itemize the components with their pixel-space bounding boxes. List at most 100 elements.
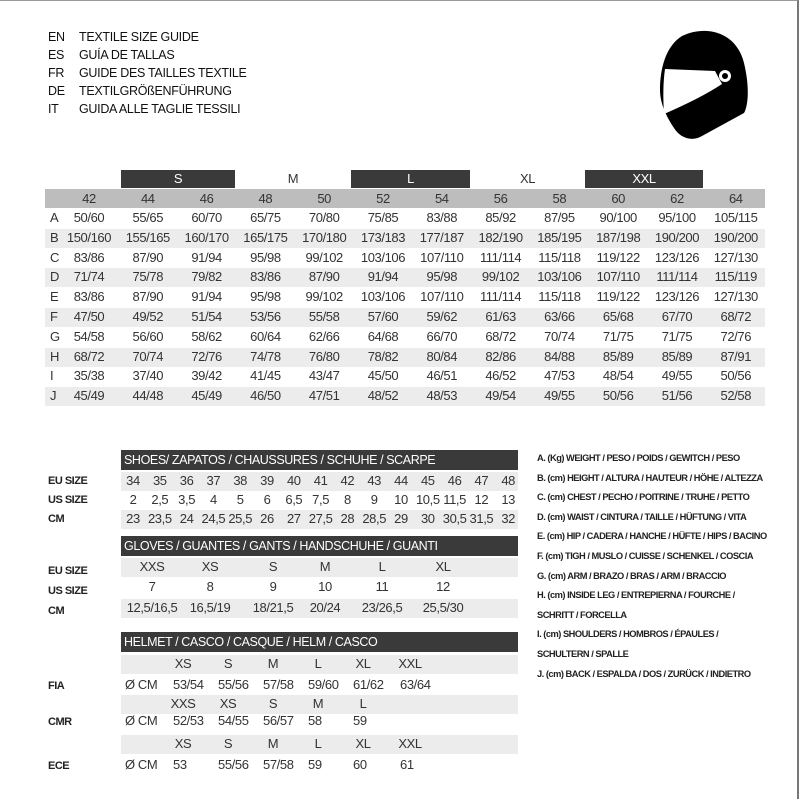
table-cell: 83/88 xyxy=(426,210,458,225)
table-cell: 37/40 xyxy=(132,368,164,384)
table-cell: 49/52 xyxy=(132,309,164,324)
table-cell: 55/65 xyxy=(132,210,164,225)
table-cell: 107/110 xyxy=(596,269,641,285)
table-cell: 91/94 xyxy=(367,269,399,285)
table-cell: 84/88 xyxy=(544,348,575,364)
row-letter: I xyxy=(50,368,54,384)
helmet-size: XXL xyxy=(398,736,422,751)
measurement-legend: A. (Kg) WEIGHT / PESO / POIDS / GEWITCH … xyxy=(537,449,767,684)
table-cell: 105/115 xyxy=(714,210,758,225)
table-cell: 187/198 xyxy=(596,229,641,245)
legend-line: A. (Kg) WEIGHT / PESO / POIDS / GEWITCH … xyxy=(537,453,740,463)
table-cell: 48/53 xyxy=(426,388,458,404)
table-cell: 12,5/16,5 xyxy=(126,600,178,615)
table-cell: 35 xyxy=(152,473,167,488)
table-cell: 2,5 xyxy=(151,492,169,507)
table-cell: 9 xyxy=(269,579,277,594)
helmet-value: 56/57 xyxy=(263,713,294,728)
unit-label: Ø CM xyxy=(125,677,158,692)
table-cell: 190/200 xyxy=(654,229,700,245)
table-cell: 8 xyxy=(206,579,214,594)
table-cell: 78/82 xyxy=(367,348,399,364)
table-cell: 39 xyxy=(260,473,274,488)
row-stripe xyxy=(45,268,765,288)
helmet-size: M xyxy=(267,656,279,671)
table-cell: 45/49 xyxy=(73,388,105,404)
table-cell: 40 xyxy=(286,473,301,488)
table-cell: 45/49 xyxy=(191,388,222,404)
table-cell: 58/62 xyxy=(191,328,222,344)
size-header: 54 xyxy=(434,191,449,206)
table-cell: 182/190 xyxy=(478,229,523,245)
table-cell: 107/110 xyxy=(420,249,464,265)
row-letter: A xyxy=(50,210,59,225)
helmet-size: L xyxy=(314,656,322,671)
table-cell: 23,5 xyxy=(147,511,172,526)
helmet-size: XL xyxy=(355,656,371,671)
helmet-value: 61 xyxy=(400,757,414,772)
size-band-bg xyxy=(351,170,470,188)
table-cell: 72/76 xyxy=(720,328,752,344)
size-header: 44 xyxy=(140,191,155,206)
helmet-value: 58 xyxy=(308,713,322,728)
row-letter: G xyxy=(50,328,60,344)
table-cell: 85/89 xyxy=(602,348,634,364)
table-cell: 123/126 xyxy=(654,249,700,265)
helmet-value: 59 xyxy=(353,713,367,728)
table-cell: 38 xyxy=(233,473,248,488)
table-cell: 185/195 xyxy=(537,229,582,245)
row-letter: H xyxy=(50,348,59,364)
helmet-value: 60 xyxy=(353,757,367,772)
row-label: CM xyxy=(48,513,65,525)
table-cell: 95/100 xyxy=(658,210,696,225)
table-cell: 165/175 xyxy=(243,229,288,245)
title-es: ES GUÍA DE TALLAS xyxy=(48,48,175,62)
table-cell: 111/114 xyxy=(479,289,522,305)
size-header: 58 xyxy=(552,191,567,206)
table-cell: 50/60 xyxy=(73,210,105,225)
helmet-value: 55/56 xyxy=(218,757,249,772)
size-header: 50 xyxy=(317,191,332,206)
table-cell: 72/76 xyxy=(191,348,222,364)
size-header: 56 xyxy=(493,191,508,206)
table-cell: 65/75 xyxy=(250,210,281,225)
table-cell: 30 xyxy=(420,511,435,526)
table-cell: 64/68 xyxy=(367,328,399,344)
table-cell: 41/45 xyxy=(250,368,281,384)
table-cell: 11,5 xyxy=(443,492,466,507)
table-cell: 85/89 xyxy=(661,348,693,364)
table-cell: 99/102 xyxy=(305,289,344,305)
size-band-label: S xyxy=(173,171,183,186)
row-letter: C xyxy=(50,249,59,265)
table-cell: 26 xyxy=(260,511,274,526)
table-cell: 111/114 xyxy=(656,269,698,285)
row-stripe xyxy=(121,655,518,674)
table-cell: 87/91 xyxy=(720,348,752,364)
table-cell: 95/98 xyxy=(250,289,281,305)
table-cell: 83/86 xyxy=(73,289,105,305)
table-cell: 45 xyxy=(420,473,435,488)
table-cell: 49/55 xyxy=(661,368,693,384)
table-cell: 59/62 xyxy=(426,309,458,324)
shoes-header: SHOES/ ZAPATOS / CHAUSSURES / SCHUHE / S… xyxy=(121,450,518,470)
helmet-value: 59/60 xyxy=(308,677,339,692)
table-cell: 111/114 xyxy=(479,249,522,265)
helmet-value: 57/58 xyxy=(263,677,294,692)
size-band-label: XL xyxy=(519,171,536,186)
table-cell: 68/72 xyxy=(720,309,752,324)
table-cell: 41 xyxy=(313,473,328,488)
size-header: 60 xyxy=(611,191,626,206)
row-stripe xyxy=(121,558,518,577)
table-cell: 190/200 xyxy=(713,229,759,245)
table-cell: 87/95 xyxy=(544,210,575,225)
table-cell: 48 xyxy=(501,473,516,488)
table-cell: 76/80 xyxy=(308,348,340,364)
helmet-value: 55/56 xyxy=(218,677,249,692)
table-cell: XS xyxy=(201,559,219,574)
table-cell: 87/90 xyxy=(132,289,164,305)
table-cell: 95/98 xyxy=(250,249,281,265)
table-cell: 32 xyxy=(501,511,516,526)
row-label: US SIZE xyxy=(48,494,88,506)
table-cell: 5 xyxy=(236,492,244,507)
